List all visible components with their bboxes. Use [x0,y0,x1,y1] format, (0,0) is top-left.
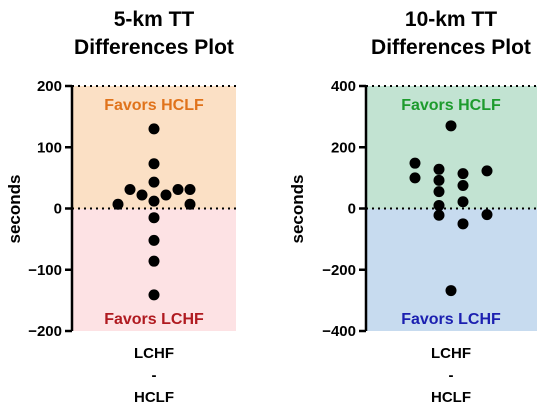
data-point-10km [457,218,469,230]
y-axis-label-5km: seconds [5,175,24,244]
lower-region-5km [72,209,236,331]
data-point-10km [433,199,445,211]
data-point-5km [184,184,196,196]
y-axis-label-10km: seconds [288,175,307,244]
data-point-10km [481,165,493,177]
chart-panel-10km: 10-km TT Differences Plot Favors HCLF Fa… [288,8,537,406]
data-point-10km [433,174,445,186]
y-ticks-10km: −400 −200 0 200 400 [322,78,537,340]
chart-title-5km-line2: Differences Plot [74,36,234,59]
data-point-10km [409,172,421,184]
upper-region-5km [72,86,236,209]
y-tick-label-5km: −100 [28,262,62,279]
x-category-5km-line3: HCLF [134,389,174,406]
data-point-5km [136,189,148,201]
data-point-5km [184,198,196,210]
y-tick-label-5km: 0 [54,201,62,218]
data-point-5km [148,123,160,135]
data-points-10km [409,120,493,297]
x-category-10km-line2: - [449,367,454,384]
data-point-10km [445,285,457,297]
y-tick-label-10km: 0 [348,201,356,218]
data-point-10km [481,209,493,221]
y-tick-label-10km: 400 [331,78,356,95]
lower-region-10km [366,209,537,331]
y-tick-label-10km: −200 [322,262,356,279]
data-point-5km [172,184,184,196]
chart-title-10km-line1: 10-km TT [405,8,497,31]
x-category-5km-line2: - [152,367,157,384]
y-ticks-5km: −200 −100 0 100 200 [28,78,236,340]
x-category-5km-line1: LCHF [134,345,174,362]
x-category-10km-line3: HCLF [431,389,471,406]
data-points-5km [112,123,196,301]
data-point-5km [124,184,136,196]
data-point-5km [112,198,124,210]
data-point-10km [457,168,469,180]
data-point-10km [433,163,445,175]
x-category-10km-line1: LCHF [431,345,471,362]
data-point-10km [433,209,445,221]
chart-title-10km-line2: Differences Plot [371,36,531,59]
upper-region-10km [366,86,537,209]
data-point-5km [148,234,160,246]
chart-panel-5km: 5-km TT Differences Plot Favors HCLF Fav… [5,8,236,406]
data-point-5km [148,195,160,207]
data-point-10km [457,180,469,192]
data-point-10km [445,120,457,132]
lower-region-label-10km: Favors LCHF [401,311,501,328]
data-point-5km [160,189,172,201]
chart-title-5km-line1: 5-km TT [114,8,195,31]
upper-region-label-5km: Favors HCLF [104,97,204,114]
data-point-5km [148,255,160,267]
upper-region-label-10km: Favors HCLF [401,97,501,114]
y-tick-label-10km: −400 [322,323,356,340]
data-point-5km [148,176,160,188]
y-tick-label-5km: −200 [28,323,62,340]
data-point-10km [433,186,445,198]
data-point-5km [148,212,160,224]
y-tick-label-5km: 200 [37,78,62,95]
data-point-5km [148,289,160,301]
data-point-10km [409,157,421,169]
y-tick-label-10km: 200 [331,139,356,156]
lower-region-label-5km: Favors LCHF [104,311,204,328]
data-point-10km [457,196,469,208]
y-tick-label-5km: 100 [37,139,62,156]
data-point-5km [148,158,160,170]
